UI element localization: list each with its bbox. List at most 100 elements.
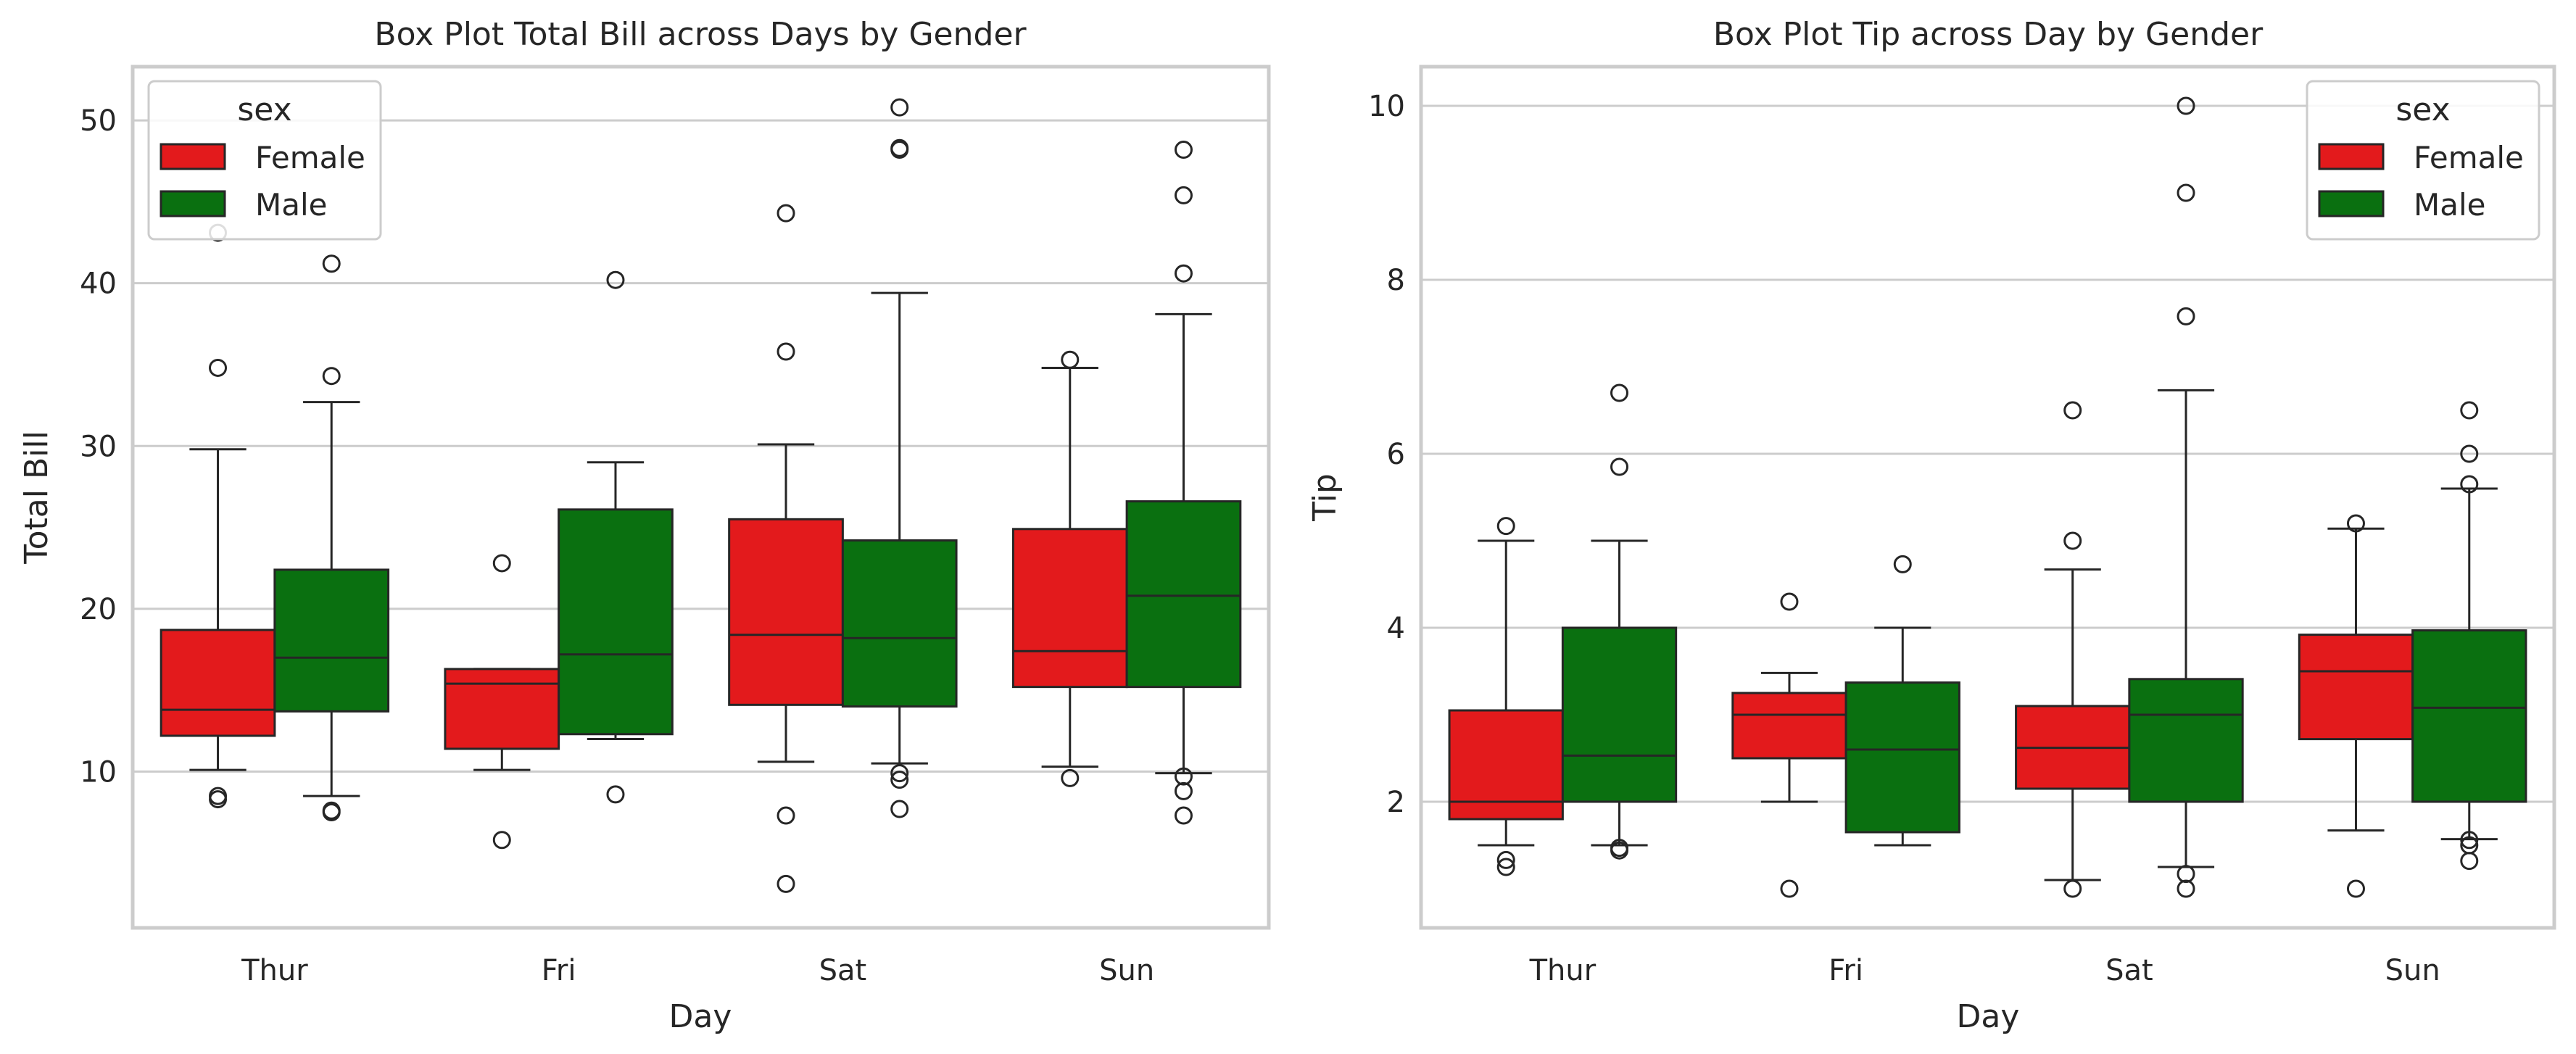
box-iqr	[1844, 681, 1960, 834]
outlier-point	[322, 801, 341, 820]
box-female-sat	[2015, 401, 2131, 898]
x-tick-label: Sat	[819, 954, 867, 987]
box-female-sat	[728, 204, 844, 893]
legend-male-swatch	[160, 190, 226, 217]
outlier-point	[322, 367, 341, 386]
box-iqr	[444, 668, 560, 750]
tip-plot-frame	[1419, 65, 2556, 930]
outlier-point	[2177, 307, 2195, 325]
box-iqr	[1561, 626, 1678, 803]
outlier-point	[1174, 767, 1193, 786]
y-tick-label: 50	[80, 104, 117, 138]
outlier-point	[492, 554, 511, 573]
y-tick-label: 20	[80, 593, 117, 626]
outlier-point	[2063, 879, 2082, 898]
x-tick-label: Fri	[1829, 954, 1863, 987]
box-female-sun	[1011, 350, 1128, 787]
tip-boxes	[1448, 96, 2527, 898]
box-male-thur	[1561, 383, 1678, 860]
outlier-point	[776, 204, 795, 223]
outlier-point	[2460, 401, 2479, 420]
outlier-point	[1893, 555, 1912, 573]
outlier-point	[2460, 836, 2479, 855]
legend-female-label: Female	[255, 140, 365, 175]
total-bill-x-axis-label: Day	[669, 998, 732, 1035]
outlier-point	[1496, 850, 1515, 869]
outlier-point	[2063, 531, 2082, 550]
outlier-point	[1174, 806, 1193, 825]
outlier-point	[209, 787, 228, 805]
outlier-point	[890, 800, 909, 818]
outlier-point	[890, 98, 909, 117]
box-iqr	[160, 628, 276, 737]
outlier-point	[2460, 831, 2479, 850]
box-female-sun	[2298, 514, 2414, 898]
x-tick-label: Fri	[542, 954, 576, 987]
outlier-point	[322, 254, 341, 273]
outlier-point	[2346, 879, 2365, 898]
legend-female-swatch	[160, 143, 226, 170]
y-tick-label: 4	[1387, 612, 1405, 645]
outlier-point	[2063, 401, 2082, 420]
box-iqr	[2128, 678, 2244, 803]
total-bill-chart: Box Plot Total Bill across Days by Gende…	[18, 16, 1271, 1035]
outlier-point	[1610, 457, 1629, 476]
box-male-sun	[2411, 401, 2527, 871]
x-tick-label: Sun	[1099, 954, 1154, 987]
y-tick-label: 10	[1368, 90, 1405, 123]
outlier-point	[2177, 879, 2195, 898]
outlier-point	[2177, 865, 2195, 884]
tip-x-axis-label: Day	[1957, 998, 2020, 1035]
y-tick-label: 8	[1387, 264, 1405, 297]
total-bill-y-axis-label: Total Bill	[18, 431, 55, 565]
total-bill-plot-frame	[131, 65, 1271, 930]
outlier-point	[1780, 592, 1799, 611]
outlier-point	[606, 785, 625, 804]
outlier-point	[1610, 839, 1629, 858]
box-iqr	[2411, 629, 2527, 803]
legend-female-swatch	[2318, 143, 2385, 170]
outlier-point	[1061, 350, 1080, 369]
legend-title: sex	[237, 91, 291, 128]
box-iqr	[273, 568, 390, 713]
outlier-point	[2460, 444, 2479, 463]
outlier-point	[2460, 475, 2479, 494]
box-male-sat	[2128, 96, 2244, 898]
outlier-point	[1174, 186, 1193, 204]
legend-male-swatch	[2318, 190, 2385, 217]
outlier-point	[1061, 768, 1080, 787]
outlier-point	[2177, 183, 2195, 202]
box-male-sun	[1125, 141, 1242, 825]
box-iqr	[728, 518, 844, 706]
box-male-sat	[841, 98, 958, 818]
x-tick-label: Sat	[2105, 954, 2153, 987]
outlier-point	[890, 764, 909, 783]
outlier-point	[209, 358, 228, 377]
legend-title: sex	[2395, 91, 2450, 128]
legend-female-label: Female	[2414, 140, 2524, 175]
tip-y-axis-label: Tip	[1306, 473, 1343, 522]
outlier-point	[1780, 879, 1799, 898]
box-female-thur	[160, 223, 276, 809]
box-iqr	[2298, 634, 2414, 741]
box-iqr	[1011, 528, 1128, 689]
outlier-point	[776, 874, 795, 893]
box-male-thur	[273, 254, 390, 822]
outlier-point	[776, 806, 795, 825]
total-bill-chart-title: Box Plot Total Bill across Days by Gende…	[374, 16, 1027, 53]
box-female-fri	[444, 554, 560, 850]
tip-x-ticks: Thur Fri Sat Sun	[1529, 954, 2440, 987]
y-tick-label: 6	[1387, 438, 1405, 471]
outlier-point	[1496, 517, 1515, 536]
box-iqr	[1125, 500, 1242, 689]
box-female-thur	[1448, 517, 1564, 876]
outlier-point	[890, 138, 909, 157]
box-iqr	[841, 539, 958, 708]
y-tick-label: 10	[80, 755, 117, 789]
tip-y-ticks: 2 4 6 8 10	[1368, 90, 1405, 819]
legend-male-label: Male	[255, 187, 327, 223]
box-male-fri	[558, 270, 674, 804]
x-tick-label: Sun	[2385, 954, 2440, 987]
outlier-point	[1174, 264, 1193, 283]
